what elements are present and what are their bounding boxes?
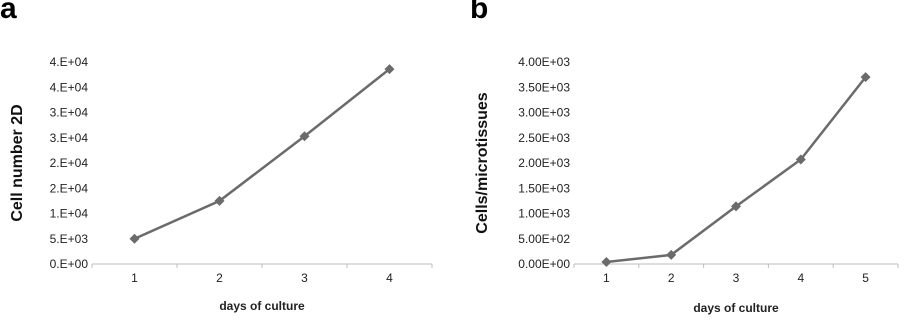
panel-letter-a: a <box>0 0 17 25</box>
data-point <box>601 256 612 267</box>
x-tick-label: 1 <box>131 271 138 285</box>
x-tick-label: 3 <box>301 271 308 285</box>
x-tick-label: 1 <box>603 271 610 285</box>
y-tick-label: 3.E+04 <box>50 106 89 120</box>
y-tick-label: 2.E+04 <box>50 181 89 195</box>
y-tick-label: 0.00E+00 <box>518 257 570 271</box>
y-tick-label: 1.00E+03 <box>518 207 570 221</box>
series-line <box>133 68 391 240</box>
y-tick-label: 0.E+00 <box>50 257 89 271</box>
y-axis-title: Cell number 2D <box>9 104 26 221</box>
y-tick-label: 2.50E+03 <box>518 131 570 145</box>
panel-letter-b: b <box>470 0 489 25</box>
y-tick-label: 4.E+04 <box>50 80 89 94</box>
x-axis-title: days of culture <box>219 299 305 313</box>
data-point <box>214 195 225 206</box>
y-tick-label: 1.E+04 <box>50 207 89 221</box>
y-tick-label: 3.00E+03 <box>518 106 570 120</box>
y-tick-label: 5.E+03 <box>50 232 89 246</box>
x-tick-label: 5 <box>862 271 869 285</box>
data-point <box>299 131 310 142</box>
x-axis-title: days of culture <box>693 301 779 315</box>
y-tick-label: 4.00E+03 <box>518 55 570 69</box>
data-point <box>384 64 395 75</box>
y-tick-label: 1.50E+03 <box>518 181 570 195</box>
y-tick-label: 2.E+04 <box>50 156 89 170</box>
y-axis-title: Cells/microtissues <box>474 92 491 234</box>
x-tick-label: 2 <box>668 271 675 285</box>
data-point <box>860 72 871 83</box>
y-tick-label: 3.50E+03 <box>518 80 570 94</box>
y-tick-label: 2.00E+03 <box>518 156 570 170</box>
x-tick-label: 3 <box>733 271 740 285</box>
y-tick-label: 3.E+04 <box>50 131 89 145</box>
data-point <box>129 233 140 244</box>
x-tick-label: 4 <box>386 271 393 285</box>
y-tick-label: 5.00E+02 <box>518 232 570 246</box>
data-point <box>666 249 677 260</box>
x-tick-label: 4 <box>797 271 804 285</box>
x-tick-label: 2 <box>216 271 223 285</box>
series-line <box>606 76 867 264</box>
data-point <box>731 201 741 212</box>
data-point <box>795 154 806 165</box>
y-tick-label: 4.E+04 <box>50 55 89 69</box>
